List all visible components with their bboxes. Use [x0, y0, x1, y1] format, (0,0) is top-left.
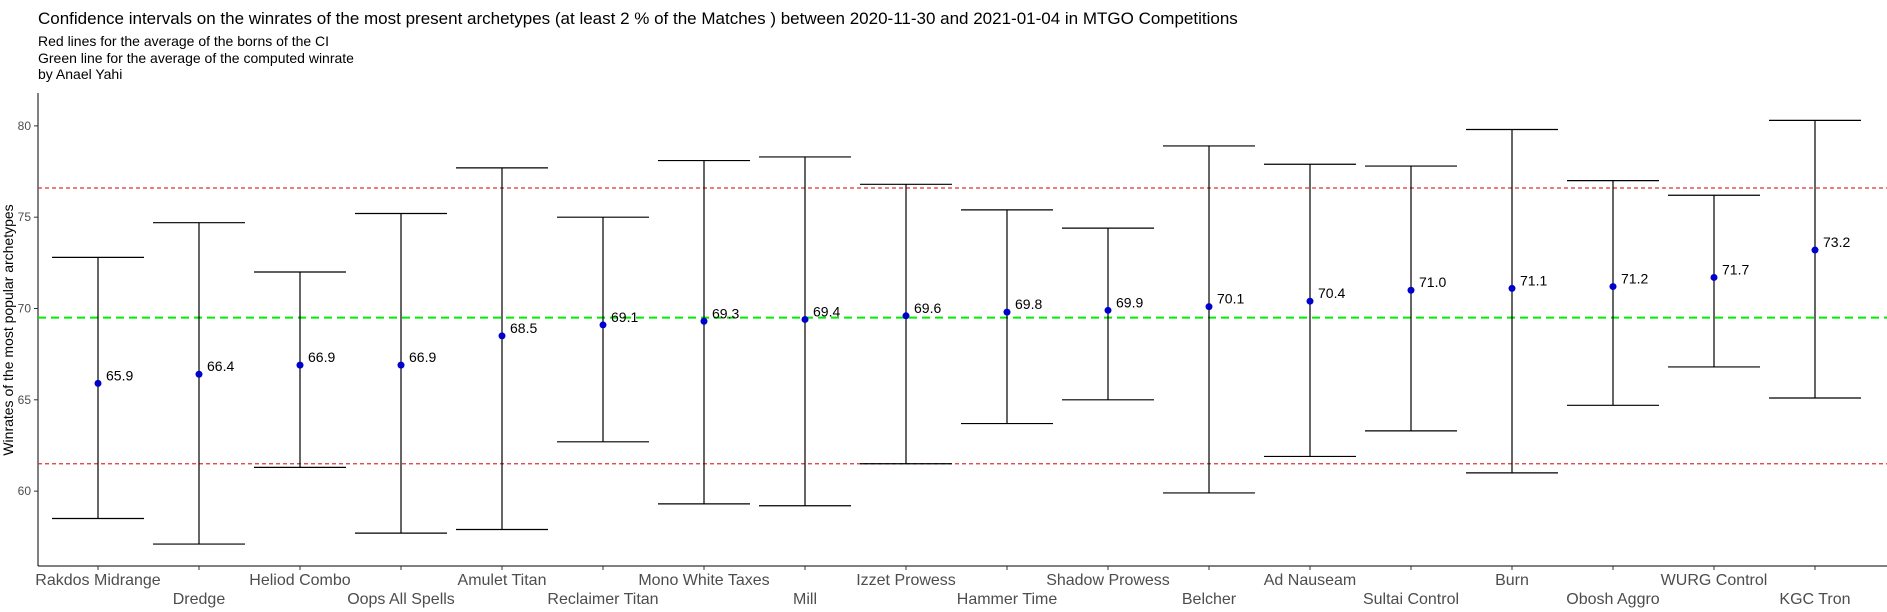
y-axis-label: Winrates of the most popular archetypes	[0, 204, 16, 455]
x-tick-label: Sultai Control	[1363, 591, 1459, 608]
chart-title: Confidence intervals on the winrates of …	[38, 9, 1238, 28]
x-tick-label: KGC Tron	[1779, 591, 1850, 608]
x-tick-label: Amulet Titan	[458, 572, 547, 589]
x-tick-label: Izzet Prowess	[856, 572, 956, 589]
data-point	[1407, 286, 1415, 294]
x-tick-label: Ad Nauseam	[1264, 572, 1357, 589]
data-label: 66.4	[207, 358, 234, 374]
data-label: 70.4	[1318, 285, 1345, 301]
data-point	[1609, 283, 1617, 291]
data-label: 71.7	[1722, 261, 1749, 277]
data-point	[1003, 308, 1011, 316]
data-label: 65.9	[106, 367, 133, 383]
data-point	[801, 315, 809, 323]
data-label: 66.9	[308, 349, 335, 365]
data-point	[700, 317, 708, 325]
data-label: 69.3	[712, 305, 739, 321]
data-label: 69.8	[1015, 296, 1042, 312]
data-point	[195, 370, 203, 378]
data-point	[1710, 273, 1718, 281]
chart-subtitle-line-1: Red lines for the average of the borns o…	[38, 33, 329, 49]
data-label: 73.2	[1823, 234, 1850, 250]
data-label: 71.1	[1520, 272, 1547, 288]
data-point	[599, 321, 607, 329]
x-tick-label: Mill	[793, 591, 817, 608]
x-tick-label: Hammer Time	[957, 591, 1058, 608]
x-tick-label: Burn	[1495, 572, 1529, 589]
y-tick-label: 60	[18, 484, 32, 498]
data-point	[1811, 246, 1819, 254]
data-point	[397, 361, 405, 369]
data-label: 69.1	[611, 309, 638, 325]
data-label: 66.9	[409, 349, 436, 365]
x-tick-label: Belcher	[1182, 591, 1237, 608]
data-point	[498, 332, 506, 340]
x-tick-label: WURG Control	[1661, 572, 1768, 589]
x-tick-label: Heliod Combo	[249, 572, 350, 589]
data-point	[902, 312, 910, 320]
data-point	[296, 361, 304, 369]
chart-subtitle-line-3: by Anael Yahi	[38, 66, 122, 82]
x-tick-label: Dredge	[173, 591, 226, 608]
x-tick-label: Mono White Taxes	[638, 572, 769, 589]
data-point	[1306, 297, 1314, 305]
chart-subtitle-line-2: Green line for the average of the comput…	[38, 50, 354, 66]
data-label: 71.2	[1621, 271, 1648, 287]
x-tick-label: Shadow Prowess	[1046, 572, 1170, 589]
data-label: 68.5	[510, 320, 537, 336]
data-label: 71.0	[1419, 274, 1446, 290]
y-tick-label: 70	[18, 301, 32, 315]
data-point	[1104, 306, 1112, 314]
x-tick-label: Oops All Spells	[347, 591, 455, 608]
y-tick-label: 65	[18, 393, 32, 407]
x-tick-label: Obosh Aggro	[1566, 591, 1660, 608]
data-label: 69.6	[914, 300, 941, 316]
data-label: 70.1	[1217, 291, 1244, 307]
data-point	[94, 379, 102, 387]
data-point	[1205, 303, 1213, 311]
data-point	[1508, 284, 1516, 292]
data-label: 69.4	[813, 303, 840, 319]
plot-area: 60 65 70 75 80 65.9 Rakdos Midrange 66.4 Dredge 6…	[18, 93, 1887, 608]
y-tick-label: 80	[18, 119, 32, 133]
x-tick-label: Rakdos Midrange	[35, 572, 161, 589]
x-tick-label: Reclaimer Titan	[547, 591, 658, 608]
data-label: 69.9	[1116, 294, 1143, 310]
y-tick-label: 75	[18, 210, 32, 224]
